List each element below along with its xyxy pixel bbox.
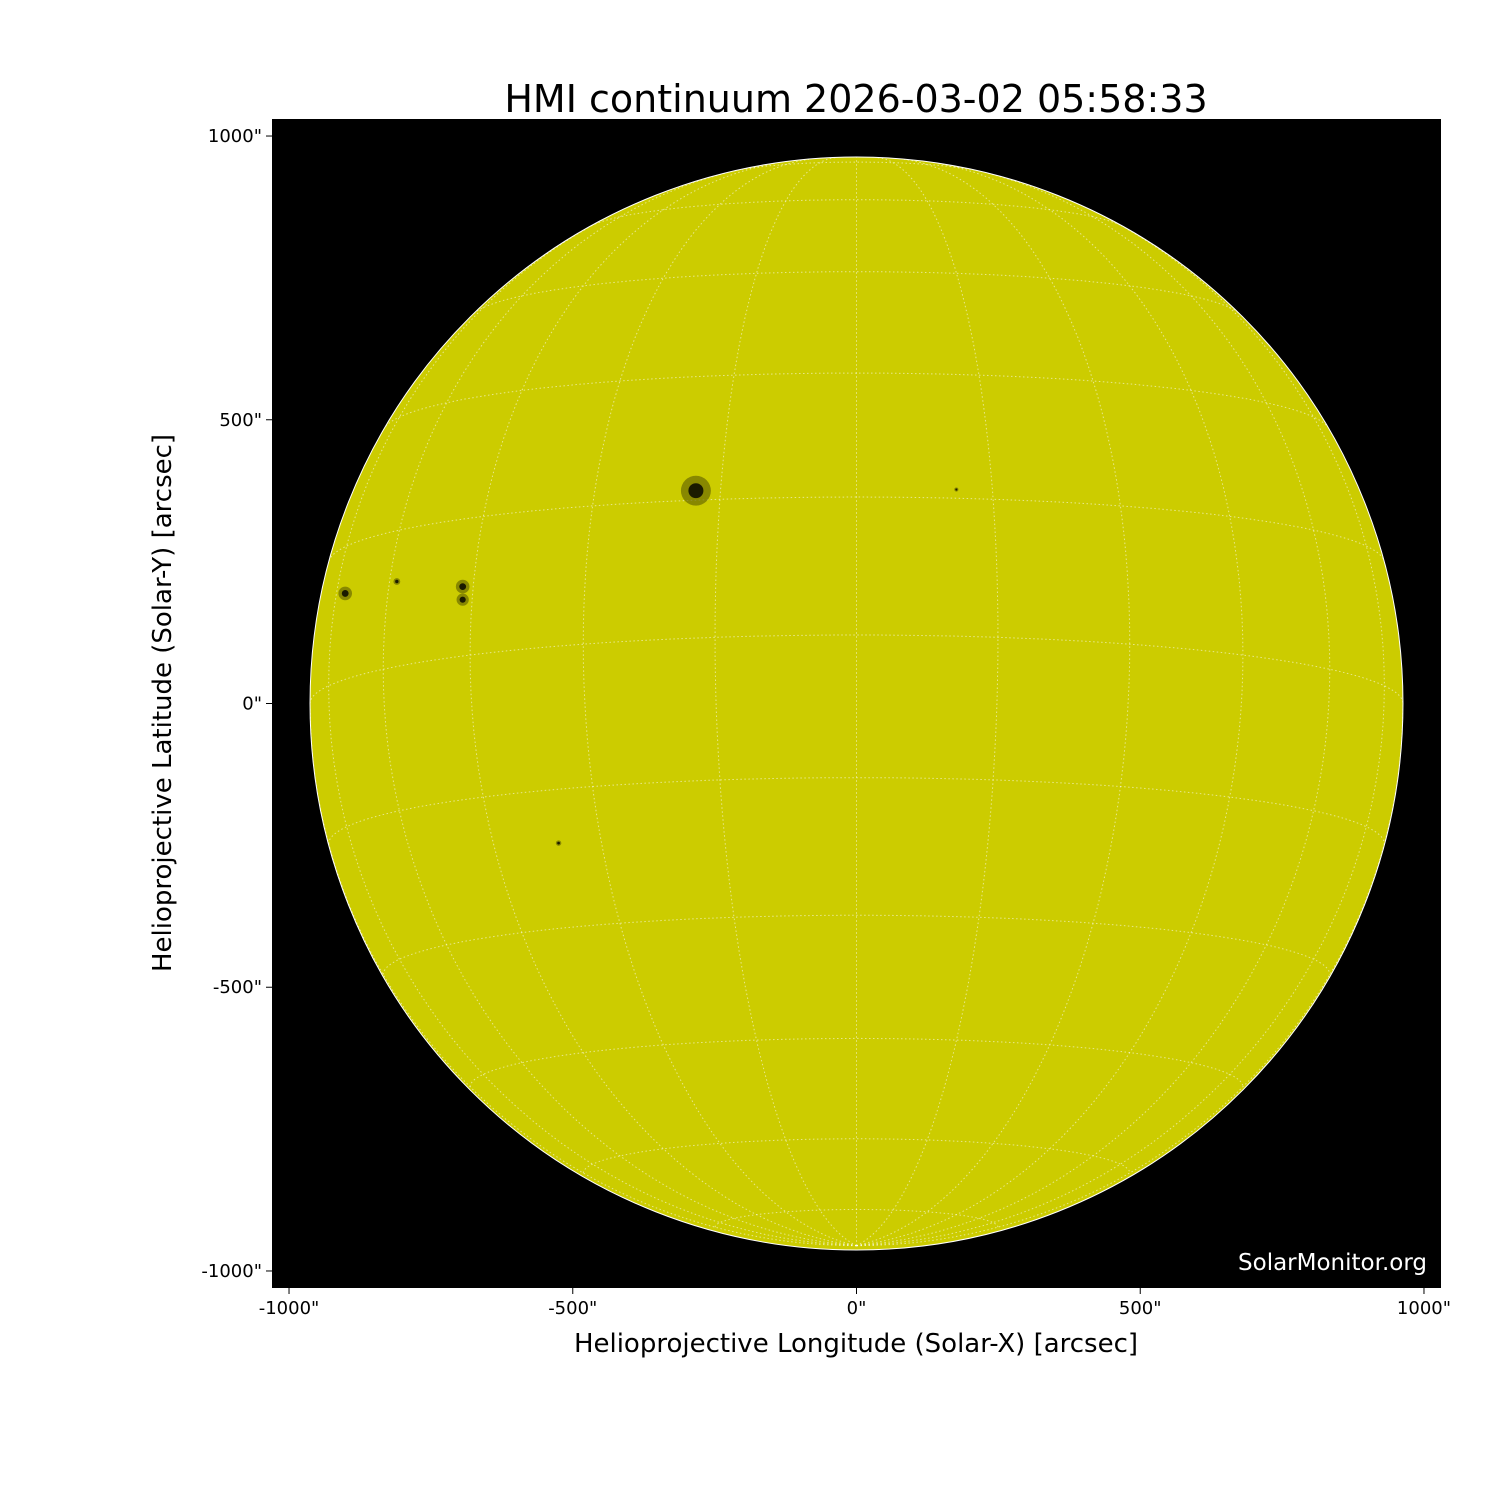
sunspot-umbra: [395, 579, 399, 584]
longitude-line: [856, 158, 1131, 1247]
longitude-line: [582, 158, 857, 1247]
watermark: SolarMonitor.org: [1238, 1250, 1427, 1276]
sunspot-umbra: [557, 841, 560, 845]
sunspots: [338, 475, 959, 846]
chart-title: HMI continuum 2026-03-02 05:58:33: [504, 77, 1207, 121]
longitude-line: [856, 216, 1385, 1247]
x-tick-label: 1000": [1397, 1298, 1451, 1319]
sunspot-umbra: [688, 483, 704, 499]
y-axis: -1000" -500" 0" 500" 1000": [201, 126, 272, 1282]
latitude-line: [328, 496, 1385, 562]
solar-disk: [310, 157, 1403, 1250]
y-tick-label: -500": [213, 977, 262, 998]
x-tick-label: 500": [1119, 1298, 1162, 1319]
longitude-line: [856, 172, 1331, 1247]
longitude-line: [382, 172, 857, 1247]
y-tick-label: 1000": [208, 126, 262, 147]
y-axis-label: Helioprojective Latitude (Solar-Y) [arcs…: [148, 434, 178, 972]
y-tick-label: 0": [242, 694, 262, 715]
x-tick-label: -1000": [259, 1298, 320, 1319]
x-axis-label: Helioprojective Longitude (Solar-X) [arc…: [574, 1329, 1138, 1359]
y-tick-label: 500": [219, 410, 262, 431]
sunspot-umbra: [341, 590, 349, 597]
x-tick-label: -500": [548, 1298, 597, 1319]
y-tick-label: -1000": [201, 1261, 262, 1282]
sunspot-umbra: [459, 583, 467, 591]
sunspot-umbra: [955, 488, 958, 491]
x-axis: -1000" -500" 0" 500" 1000": [259, 1288, 1451, 1319]
x-tick-label: 0": [847, 1298, 867, 1319]
sunspot-umbra: [459, 596, 466, 603]
longitude-line: [328, 216, 857, 1247]
solar-limb: [309, 156, 1404, 1251]
latitude-line: [328, 777, 1385, 844]
heliographic-grid: [310, 157, 1403, 1247]
